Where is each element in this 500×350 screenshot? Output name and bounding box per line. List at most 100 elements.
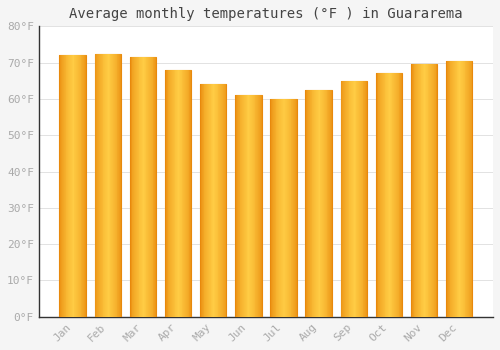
Bar — [63, 55, 64, 317]
Bar — [324, 90, 325, 317]
Bar — [412, 64, 414, 317]
Bar — [358, 81, 359, 317]
Bar — [140, 57, 141, 317]
Bar — [113, 54, 114, 317]
Bar — [432, 64, 433, 317]
Bar — [141, 57, 142, 317]
Bar — [450, 61, 452, 317]
Bar — [323, 90, 324, 317]
Bar — [467, 61, 468, 317]
Bar — [345, 81, 346, 317]
Bar — [292, 99, 293, 317]
Bar — [85, 55, 86, 317]
Bar — [98, 54, 99, 317]
Bar — [61, 55, 62, 317]
Bar — [317, 90, 318, 317]
Bar — [182, 70, 184, 317]
Bar — [422, 64, 423, 317]
Bar — [331, 90, 332, 317]
Bar — [350, 81, 351, 317]
Bar — [137, 57, 138, 317]
Bar — [347, 81, 348, 317]
Bar — [68, 55, 69, 317]
Bar — [365, 81, 366, 317]
Bar — [420, 64, 422, 317]
Bar — [272, 99, 273, 317]
Bar — [462, 61, 464, 317]
Bar — [353, 81, 354, 317]
Bar — [236, 95, 237, 317]
Bar — [94, 54, 121, 317]
Bar — [172, 70, 173, 317]
Bar — [130, 57, 132, 317]
Bar — [288, 99, 289, 317]
Bar — [454, 61, 455, 317]
Bar — [378, 74, 380, 317]
Bar — [152, 57, 154, 317]
Bar — [118, 54, 119, 317]
Bar — [466, 61, 467, 317]
Bar — [220, 84, 221, 317]
Bar — [384, 74, 386, 317]
Bar — [401, 74, 402, 317]
Bar — [447, 61, 448, 317]
Bar — [452, 61, 453, 317]
Bar — [243, 95, 244, 317]
Bar — [216, 84, 218, 317]
Bar — [259, 95, 260, 317]
Bar — [464, 61, 466, 317]
Bar — [185, 70, 186, 317]
Bar — [257, 95, 258, 317]
Bar — [361, 81, 362, 317]
Bar — [184, 70, 185, 317]
Bar — [348, 81, 350, 317]
Bar — [256, 95, 257, 317]
Bar — [142, 57, 143, 317]
Bar — [364, 81, 365, 317]
Bar — [389, 74, 390, 317]
Bar — [99, 54, 100, 317]
Bar — [242, 95, 243, 317]
Title: Average monthly temperatures (°F ) in Guararema: Average monthly temperatures (°F ) in Gu… — [69, 7, 462, 21]
Bar — [207, 84, 208, 317]
Bar — [218, 84, 220, 317]
Bar — [115, 54, 116, 317]
Bar — [154, 57, 155, 317]
Bar — [417, 64, 418, 317]
Bar — [171, 70, 172, 317]
Bar — [330, 90, 331, 317]
Bar — [151, 57, 152, 317]
Bar — [238, 95, 240, 317]
Bar — [60, 55, 86, 317]
Bar — [200, 84, 226, 317]
Bar — [235, 95, 262, 317]
Bar — [416, 64, 417, 317]
Bar — [340, 81, 367, 317]
Bar — [278, 99, 279, 317]
Bar — [395, 74, 396, 317]
Bar — [469, 61, 470, 317]
Bar — [72, 55, 74, 317]
Bar — [270, 99, 296, 317]
Bar — [381, 74, 382, 317]
Bar — [354, 81, 356, 317]
Bar — [459, 61, 460, 317]
Bar — [386, 74, 387, 317]
Bar — [352, 81, 353, 317]
Bar — [293, 99, 294, 317]
Bar — [456, 61, 458, 317]
Bar — [314, 90, 315, 317]
Bar — [382, 74, 383, 317]
Bar — [294, 99, 295, 317]
Bar — [258, 95, 259, 317]
Bar — [461, 61, 462, 317]
Bar — [286, 99, 287, 317]
Bar — [295, 99, 296, 317]
Bar — [210, 84, 212, 317]
Bar — [69, 55, 70, 317]
Bar — [425, 64, 426, 317]
Bar — [284, 99, 286, 317]
Bar — [112, 54, 113, 317]
Bar — [411, 64, 412, 317]
Bar — [418, 64, 419, 317]
